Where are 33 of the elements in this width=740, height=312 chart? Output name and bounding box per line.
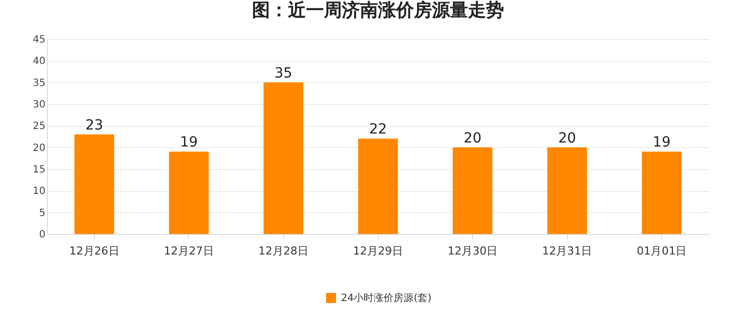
y-tick-label: 10	[32, 186, 46, 198]
data-label: 20	[464, 130, 482, 146]
bar	[547, 147, 588, 234]
chart-title: 图：近一周济南涨价房源量走势	[252, 0, 504, 21]
x-tick-label: 12月27日	[164, 244, 214, 258]
data-label: 19	[652, 134, 671, 151]
x-tick-label: 12月28日	[258, 244, 308, 258]
x-tick-label: 12月31日	[542, 244, 592, 258]
bar	[642, 152, 682, 234]
y-tick-label: 35	[32, 78, 46, 89]
legend-label: 24小时涨价房源(套)	[341, 292, 432, 304]
y-tick-label: 0	[39, 230, 46, 240]
y-tick-label: 5	[39, 208, 46, 219]
x-tick-label: 12月26日	[69, 244, 120, 258]
x-tick-label: 12月29日	[353, 244, 403, 258]
bar	[264, 82, 304, 234]
y-tick-label: 45	[32, 34, 46, 46]
data-label: 20	[558, 130, 576, 146]
y-tick-label: 20	[32, 142, 46, 154]
bar	[74, 134, 114, 234]
bar	[452, 147, 492, 234]
x-tick-label: 01月01日	[636, 244, 687, 258]
data-label: 35	[274, 65, 292, 82]
x-tick-label: 12月30日	[448, 244, 498, 258]
y-tick-label: 30	[32, 100, 46, 110]
y-tick-label: 15	[32, 164, 46, 176]
data-label: 19	[180, 134, 198, 151]
y-tick-label: 40	[32, 56, 46, 68]
y-tick-label: 25	[32, 121, 46, 132]
data-label: 23	[85, 117, 104, 134]
bar	[168, 152, 209, 234]
bar	[358, 138, 398, 234]
data-label: 22	[369, 122, 387, 138]
